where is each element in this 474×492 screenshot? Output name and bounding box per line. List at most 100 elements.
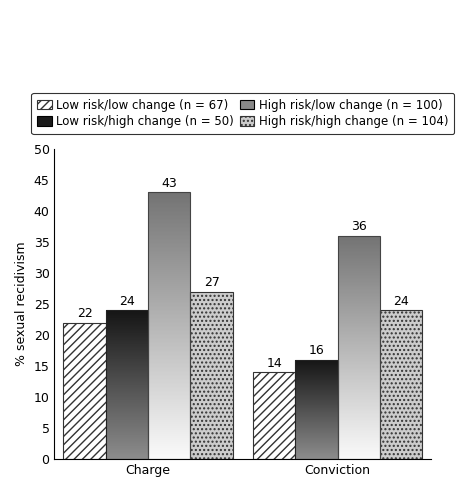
Bar — [106, 443, 148, 444]
Bar — [337, 358, 380, 359]
Bar — [295, 443, 337, 444]
Bar — [148, 210, 191, 211]
Bar — [148, 331, 191, 333]
Bar — [148, 397, 191, 398]
Bar — [337, 451, 380, 453]
Bar — [337, 272, 380, 273]
Bar — [337, 260, 380, 261]
Bar — [106, 412, 148, 413]
Bar — [106, 403, 148, 404]
Bar — [295, 417, 337, 418]
Bar — [148, 348, 191, 350]
Bar — [106, 324, 148, 325]
Bar — [106, 373, 148, 374]
Bar — [148, 372, 191, 374]
Bar — [337, 261, 380, 263]
Bar — [337, 374, 380, 375]
Bar — [337, 333, 380, 334]
Bar — [106, 406, 148, 407]
Bar — [337, 298, 380, 300]
Bar — [337, 438, 380, 439]
Bar — [337, 239, 380, 240]
Bar — [295, 434, 337, 435]
Bar — [106, 328, 148, 329]
Bar — [148, 327, 191, 328]
Bar — [148, 309, 191, 311]
Bar — [106, 451, 148, 452]
Bar — [148, 414, 191, 415]
Bar — [148, 367, 191, 369]
Bar — [148, 320, 191, 322]
Bar — [106, 424, 148, 425]
Bar — [148, 422, 191, 423]
Bar — [148, 194, 191, 195]
Bar — [106, 381, 148, 382]
Bar — [337, 278, 380, 279]
Bar — [148, 196, 191, 198]
Bar — [106, 450, 148, 451]
Bar — [106, 411, 148, 412]
Bar — [148, 415, 191, 416]
Bar — [337, 361, 380, 362]
Bar — [295, 435, 337, 436]
Bar — [337, 238, 380, 239]
Bar — [337, 348, 380, 350]
Bar — [148, 347, 191, 348]
Bar — [295, 390, 337, 391]
Bar — [106, 419, 148, 420]
Bar — [337, 458, 380, 459]
Bar — [148, 352, 191, 354]
Bar — [337, 269, 380, 270]
Bar — [295, 436, 337, 437]
Bar — [148, 299, 191, 300]
Bar — [337, 329, 380, 330]
Bar — [106, 447, 148, 448]
Bar — [337, 373, 380, 374]
Bar — [148, 434, 191, 435]
Bar — [148, 383, 191, 384]
Bar — [295, 422, 337, 423]
Bar — [337, 257, 380, 258]
Bar — [337, 296, 380, 297]
Bar — [106, 331, 148, 332]
Bar — [148, 351, 191, 352]
Bar — [148, 206, 191, 207]
Bar — [295, 412, 337, 413]
Bar — [106, 347, 148, 348]
Bar — [295, 392, 337, 393]
Bar — [148, 292, 191, 294]
Bar — [337, 409, 380, 410]
Bar — [148, 436, 191, 438]
Bar — [295, 450, 337, 451]
Bar — [148, 365, 191, 366]
Bar — [106, 391, 148, 392]
Bar — [295, 397, 337, 398]
Bar — [337, 431, 380, 432]
Bar — [148, 411, 191, 412]
Bar — [148, 340, 191, 342]
Bar — [148, 207, 191, 208]
Bar — [148, 430, 191, 431]
Bar — [148, 268, 191, 270]
Bar — [337, 286, 380, 287]
Bar — [337, 449, 380, 450]
Bar — [337, 351, 380, 352]
Bar — [148, 319, 191, 320]
Bar — [106, 310, 148, 311]
Bar — [106, 349, 148, 350]
Bar — [295, 371, 337, 372]
Bar — [337, 268, 380, 269]
Bar — [148, 376, 191, 378]
Bar — [337, 375, 380, 376]
Bar — [148, 408, 191, 410]
Bar — [106, 426, 148, 427]
Bar — [337, 356, 380, 358]
Bar — [148, 296, 191, 298]
Bar — [106, 372, 148, 373]
Bar — [106, 435, 148, 436]
Bar — [337, 293, 380, 294]
Bar — [295, 399, 337, 400]
Bar — [106, 323, 148, 324]
Bar — [148, 442, 191, 443]
Bar — [148, 202, 191, 203]
